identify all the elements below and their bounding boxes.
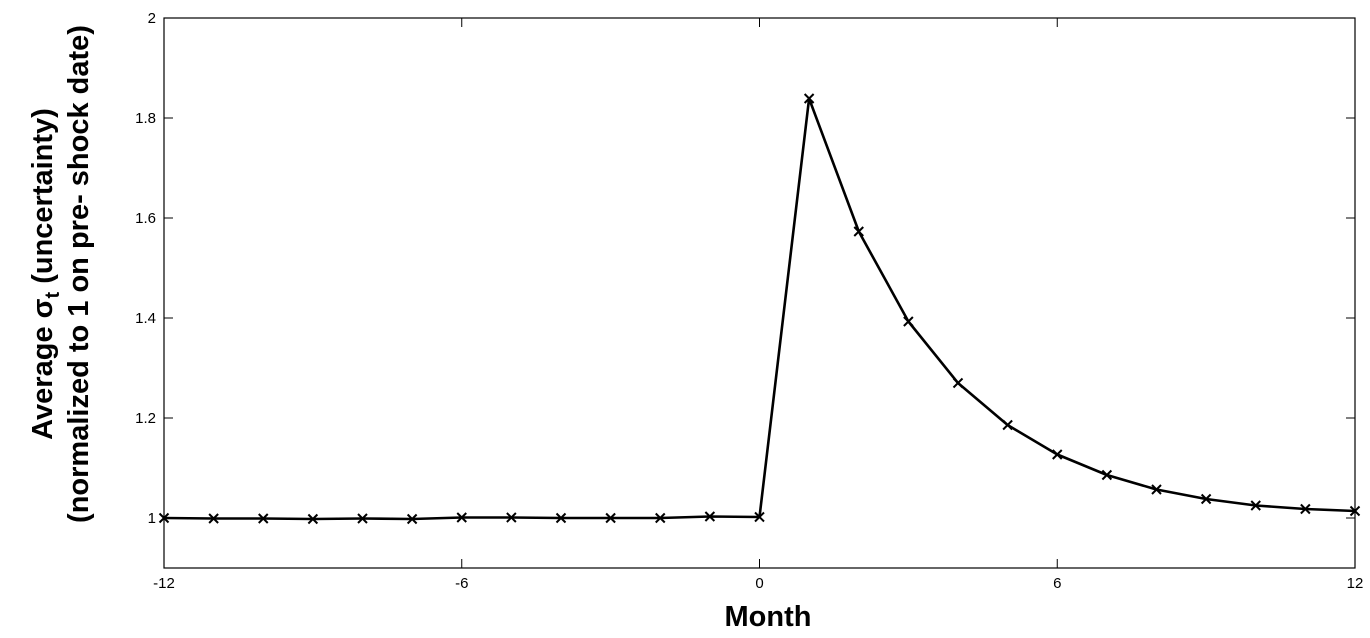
y-tick-label: 1 [148, 510, 156, 527]
data-point-marker [307, 513, 319, 525]
y-tick-labels: 1 1.2 1.4 1.6 1.8 2 [135, 10, 156, 527]
y-tick-label: 1.4 [135, 310, 156, 327]
x-tick-label: 0 [755, 575, 763, 592]
y-tick-label: 1.8 [135, 110, 156, 127]
data-point-marker [1250, 500, 1261, 511]
data-point-marker [158, 512, 170, 524]
data-point-marker [456, 512, 467, 523]
data-point-marker [1052, 449, 1063, 460]
data-point-marker [1200, 493, 1212, 505]
data-point-marker [1300, 503, 1311, 515]
y-tick-label: 1.2 [135, 410, 156, 427]
data-point-marker [1002, 419, 1013, 431]
data-point-marker [406, 513, 418, 525]
x-tick-labels: -12 -6 0 6 12 [153, 575, 1363, 592]
y-axis-title-line1: Average σt (uncertainty) [27, 108, 64, 440]
data-point-marker [1349, 505, 1361, 517]
x-axis-title: Month [725, 601, 812, 633]
x-tick-label: -6 [455, 575, 468, 592]
x-tick-label: 6 [1053, 575, 1061, 592]
data-point-marker [1151, 484, 1162, 495]
data-point-marker [1101, 469, 1113, 481]
data-point-marker [357, 513, 368, 524]
data-point-marker [258, 513, 269, 524]
series-markers [158, 93, 1361, 525]
data-point-marker [208, 513, 219, 524]
data-point-marker [655, 512, 666, 524]
x-tick-label: -12 [153, 575, 175, 592]
data-point-marker [903, 316, 914, 327]
y-axis-title-line2: (normalized to 1 on pre- shock date) [63, 25, 95, 523]
data-point-marker [803, 93, 815, 104]
x-tick-label: 12 [1347, 575, 1364, 592]
data-point-marker [506, 512, 517, 523]
data-point-marker [952, 377, 964, 389]
data-point-marker [754, 511, 765, 523]
data-point-marker [853, 226, 864, 237]
y-tick-label: 2 [148, 10, 156, 27]
y-tick-label: 1.6 [135, 210, 156, 227]
data-point-marker [605, 512, 616, 524]
data-point-marker [555, 512, 567, 524]
data-point-marker [704, 511, 716, 522]
plot-area [163, 17, 1356, 569]
